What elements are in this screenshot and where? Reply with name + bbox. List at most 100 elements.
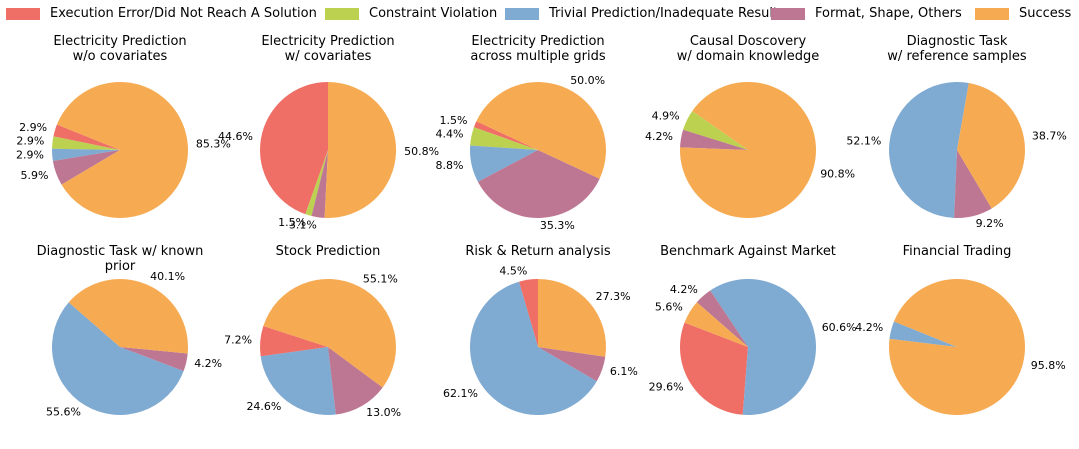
slice-value-label: 27.3% bbox=[596, 290, 631, 303]
pie-panel: Diagnostic Task w/ reference samples 52.1… bbox=[846, 34, 1067, 239]
pie-slice-success bbox=[68, 278, 189, 354]
slice-value-label: 29.6% bbox=[649, 381, 684, 394]
legend-item-constraint-violation: Constraint Violation bbox=[325, 6, 497, 21]
pie-panel: Electricity Prediction across multiple gr… bbox=[435, 34, 628, 239]
pie-slice-format-shape-others bbox=[477, 150, 600, 218]
pie-slice-success bbox=[56, 81, 189, 218]
pie-slice-format-shape-others bbox=[680, 129, 748, 150]
slice-value-label: 55.1% bbox=[363, 272, 398, 285]
slice-value-label: 8.8% bbox=[436, 159, 464, 172]
slice-value-label: 4.2% bbox=[855, 321, 883, 334]
pie-slice-trivial-prediction-inadequate-result bbox=[889, 321, 957, 347]
pie-panel: Electricity Prediction w/ covariates 44.6… bbox=[218, 34, 439, 239]
pie-slice-trivial-prediction-inadequate-result bbox=[889, 82, 969, 218]
slice-value-label: 2.9% bbox=[19, 121, 47, 134]
slice-value-label: 5.6% bbox=[655, 301, 683, 314]
pie-slice-success bbox=[324, 81, 397, 218]
legend-item-trivial-prediction: Trivial Prediction/Inadequate Result bbox=[505, 6, 778, 21]
legend-swatch bbox=[771, 7, 805, 20]
chart-title: Diagnostic Task w/ known prior bbox=[36, 244, 204, 274]
slice-value-label: 50.0% bbox=[570, 74, 605, 87]
slice-value-label: 35.3% bbox=[540, 219, 575, 232]
chart-title: Stock Prediction bbox=[275, 244, 381, 259]
pie-slice-execution-error-did-not-reach-a-solution bbox=[519, 279, 538, 347]
pie-slice-success bbox=[957, 83, 1026, 209]
chart-title: Benchmark Against Market bbox=[660, 244, 836, 259]
pie-slice-constraint-violation bbox=[470, 127, 538, 150]
slice-value-label: 4.2% bbox=[645, 130, 673, 143]
slice-value-label: 52.1% bbox=[846, 135, 881, 148]
pie-slice-format-shape-others bbox=[538, 347, 606, 382]
pie-slice-trivial-prediction-inadequate-result bbox=[51, 148, 120, 162]
slice-value-label: 5.9% bbox=[20, 169, 48, 182]
chart-title: Diagnostic Task w/ reference samples bbox=[887, 34, 1027, 64]
slice-value-label: 90.8% bbox=[820, 167, 855, 180]
pie-slice-format-shape-others bbox=[311, 150, 328, 218]
slice-value-label: 4.2% bbox=[670, 283, 698, 296]
slice-value-label: 1.5% bbox=[278, 216, 306, 229]
pie-slice-execution-error-did-not-reach-a-solution bbox=[259, 325, 328, 357]
slice-value-label: 4.2% bbox=[194, 357, 222, 370]
slice-value-label: 55.6% bbox=[46, 405, 81, 418]
slice-value-label: 9.2% bbox=[976, 217, 1004, 230]
pie-chart: 44.6% 1.5%3.1% 50.8% bbox=[218, 81, 439, 231]
chart-title: Electricity Prediction w/o covariates bbox=[53, 34, 187, 64]
pie-slice-format-shape-others bbox=[696, 290, 748, 347]
pie-panel: Risk & Return analysis 4.5% 62.1% 6.1% 27.3… bbox=[443, 244, 638, 449]
chart-title: Electricity Prediction across multiple gr… bbox=[470, 34, 606, 64]
pie-chart: 1.5%4.4% 8.8% 35.3% 50.0% bbox=[435, 74, 607, 232]
slice-value-label: 7.2% bbox=[224, 333, 252, 346]
legend-swatch bbox=[325, 7, 359, 20]
pie-chart: 4.5% 62.1% 6.1% 27.3% bbox=[443, 265, 638, 415]
slice-value-label: 4.4% bbox=[435, 128, 463, 141]
pie-slice-constraint-violation bbox=[305, 150, 328, 216]
slice-value-label: 44.6% bbox=[218, 130, 253, 143]
slice-value-label: 38.7% bbox=[1032, 129, 1067, 142]
slice-value-label: 6.1% bbox=[610, 365, 638, 378]
pie-slice-trivial-prediction-inadequate-result bbox=[470, 281, 597, 415]
pie-slice-success bbox=[888, 278, 1025, 415]
pie-chart: 7.2% 24.6% 13.0% 55.1% bbox=[224, 272, 401, 419]
slice-value-label: 85.3% bbox=[196, 137, 231, 150]
slice-value-label: 60.6% bbox=[822, 321, 857, 334]
pie-slice-trivial-prediction-inadequate-result bbox=[710, 279, 816, 416]
slice-value-label: 4.9% bbox=[652, 109, 680, 122]
pie-slice-execution-error-did-not-reach-a-solution bbox=[53, 124, 120, 150]
pie-chart: 52.1% 9.2% 38.7% bbox=[846, 82, 1067, 230]
slice-value-label: 24.6% bbox=[246, 400, 281, 413]
pie-chart: 29.6% 60.6% 4.2% 5.6% bbox=[649, 279, 857, 416]
legend-label: Success bbox=[1019, 6, 1072, 21]
pie-panel: Benchmark Against Market 29.6% 60.6% 4.2% 5… bbox=[649, 244, 857, 449]
pie-slice-execution-error-did-not-reach-a-solution bbox=[473, 121, 538, 150]
legend-label: Format, Shape, Others bbox=[815, 6, 962, 21]
chart-title: Causal Doscovery w/ domain knowledge bbox=[676, 34, 820, 64]
pie-panel: Causal Doscovery w/ domain knowledge 4.9%… bbox=[645, 34, 855, 239]
legend-item-success: Success bbox=[975, 6, 1071, 21]
pie-slice-format-shape-others bbox=[954, 150, 992, 219]
pie-panel: Financial Trading 4.2% 95.8% bbox=[855, 244, 1066, 449]
chart-title: Financial Trading bbox=[902, 244, 1012, 259]
legend-label: Constraint Violation bbox=[369, 6, 498, 21]
legend-label: Trivial Prediction/Inadequate Result bbox=[549, 6, 779, 21]
pie-panel: Electricity Prediction w/o covariates 2.9… bbox=[16, 34, 231, 239]
legend-item-execution-error: Execution Error/Did Not Reach A Solution bbox=[6, 6, 317, 21]
slice-value-label: 3.1% bbox=[289, 218, 317, 231]
pie-slice-trivial-prediction-inadequate-result bbox=[52, 302, 184, 415]
legend-item-format-shape-others: Format, Shape, Others bbox=[771, 6, 962, 21]
pie-panel: Stock Prediction 7.2% 24.6% 13.0% 55.1% bbox=[224, 244, 418, 449]
pie-slice-format-shape-others bbox=[120, 347, 188, 371]
pie-slice-execution-error-did-not-reach-a-solution bbox=[680, 322, 748, 415]
slice-value-label: 4.5% bbox=[499, 265, 527, 278]
slice-value-label: 95.8% bbox=[1031, 359, 1066, 372]
pie-slice-success bbox=[263, 278, 397, 388]
pie-slice-trivial-prediction-inadequate-result bbox=[260, 347, 336, 416]
slice-value-label: 2.9% bbox=[16, 135, 44, 148]
pie-slice-execution-error-did-not-reach-a-solution bbox=[260, 82, 328, 215]
legend-label: Execution Error/Did Not Reach A Solution bbox=[50, 6, 317, 21]
pie-slice-constraint-violation bbox=[683, 111, 748, 150]
pie-slice-trivial-prediction-inadequate-result bbox=[470, 145, 538, 182]
pie-panel: Diagnostic Task w/ known prior 55.6% 4.2%… bbox=[30, 244, 223, 449]
pie-slice-constraint-violation bbox=[52, 136, 120, 150]
legend-swatch bbox=[975, 7, 1009, 20]
slice-value-label: 62.1% bbox=[443, 387, 478, 400]
